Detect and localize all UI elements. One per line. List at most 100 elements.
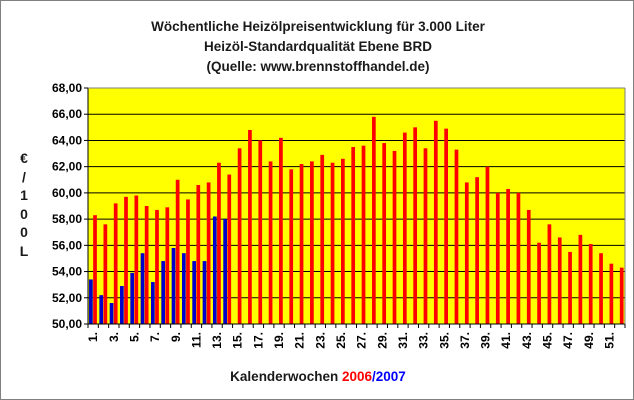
x-tick-label: 41. <box>499 332 513 349</box>
x-tick-label: 47. <box>561 332 575 349</box>
bar-2006 <box>341 158 345 324</box>
bar-2006 <box>547 224 552 324</box>
bar-2006 <box>475 177 479 324</box>
x-tick-label: 7. <box>148 332 162 342</box>
bar-2007 <box>89 279 93 324</box>
bar-2007 <box>223 219 228 324</box>
y-tick-label: 62,00 <box>52 160 82 174</box>
bar-2007 <box>212 216 217 324</box>
y-axis-label-char: 1 <box>20 187 28 203</box>
bar-2006 <box>392 150 397 324</box>
bar-2006 <box>423 148 428 324</box>
y-tick-label: 56,00 <box>52 238 82 252</box>
bar-2006 <box>268 161 273 324</box>
x-tick-label: 25. <box>334 332 348 349</box>
y-tick-label: 66,00 <box>52 107 82 121</box>
x-tick-label: 37. <box>458 332 472 349</box>
x-tick-label: 27. <box>355 332 369 349</box>
bar-2006 <box>144 206 149 324</box>
x-tick-label: 15. <box>231 332 245 349</box>
bar-2007 <box>161 261 166 324</box>
y-axis-label-char: / <box>22 168 26 185</box>
x-tick-label: 51. <box>603 332 617 349</box>
bar-2007 <box>192 261 197 324</box>
y-tick-label: 68,00 <box>52 81 82 95</box>
chart-title-line-2: Heizöl-Standardqualität Ebene BRD <box>203 39 433 54</box>
chart-title-line-3: (Quelle: www.brennstoffhandel.de) <box>206 59 430 74</box>
y-axis-label-char: € <box>20 150 28 166</box>
x-axis-label-year-2006: 2006 <box>341 369 372 384</box>
x-tick-label: 43. <box>520 332 534 349</box>
bar-2006 <box>134 195 139 324</box>
bar-2006 <box>485 166 490 324</box>
bar-2006 <box>433 120 438 325</box>
x-tick-label: 13. <box>210 332 224 349</box>
bar-2006 <box>206 182 211 324</box>
bar-2006 <box>526 209 531 324</box>
bar-2006 <box>310 161 314 324</box>
bar-2006 <box>279 137 283 324</box>
y-tick-label: 64,00 <box>52 133 82 147</box>
bar-2007 <box>130 272 135 324</box>
x-tick-labels: 1. 3. 5. 7. 9. 11. 13. 15. 17. 19. 21. 23. 25. 27. 29.… <box>86 332 616 349</box>
bar-2006 <box>196 185 201 324</box>
x-tick-label: 5. <box>127 332 141 342</box>
bar-2006 <box>155 209 159 324</box>
x-tick-label: 39. <box>479 332 493 349</box>
bar-2006 <box>351 147 356 324</box>
bar-2006 <box>413 127 418 324</box>
y-tick-label: 52,00 <box>52 291 82 305</box>
x-tick-label: 21. <box>293 332 307 349</box>
bar-2006 <box>464 182 469 324</box>
bar-2006 <box>237 148 242 324</box>
y-tick-label: 58,00 <box>52 212 82 226</box>
bar-2006 <box>599 253 603 324</box>
bar-2006 <box>495 192 500 324</box>
bar-2006 <box>217 162 221 324</box>
chart-title-line-1: Wöchentliche Heizölpreisentwicklung für … <box>151 19 485 34</box>
x-tick-label: 19. <box>272 332 286 349</box>
bar-2006 <box>165 207 170 324</box>
bar-2006 <box>103 224 108 324</box>
x-tick-label: 1. <box>86 332 100 342</box>
bar-2006 <box>361 145 366 324</box>
y-axis-label-char: 0 <box>20 205 28 222</box>
bar-2006 <box>93 215 97 324</box>
bar-2006 <box>227 174 232 324</box>
bar-2006 <box>258 140 263 324</box>
x-tick-label: 9. <box>169 332 183 342</box>
bar-2006 <box>175 179 180 324</box>
y-tick-label: 54,00 <box>52 265 82 279</box>
bar-2007 <box>150 282 155 324</box>
bar-2006 <box>299 164 304 324</box>
bar-2006 <box>186 199 190 324</box>
bar-2006 <box>588 244 593 324</box>
bar-2006 <box>537 242 541 324</box>
y-tick-labels: 50,00 52,00 54,00 56,00 58,00 60,00 62,00 64,00… <box>52 81 82 331</box>
x-axis-label-separator: / <box>372 369 376 384</box>
x-tick-label: 49. <box>582 332 596 349</box>
x-tick-label: 45. <box>541 332 555 349</box>
bar-2006 <box>578 234 583 324</box>
y-tick-label: 60,00 <box>52 186 82 200</box>
bar-2006 <box>609 263 614 324</box>
x-tick-label: 33. <box>417 332 431 349</box>
bar-2007 <box>99 295 104 324</box>
x-axis-label-year-2007: 2007 <box>375 369 406 384</box>
x-axis-label-prefix: Kalenderwochen <box>230 369 342 384</box>
y-tick-label: 50,00 <box>52 317 82 331</box>
bar-2006 <box>330 162 335 324</box>
y-axis-label: € / 1 0 0 L <box>17 149 31 260</box>
bar-2007 <box>109 303 114 324</box>
x-tick-label: 23. <box>313 332 327 349</box>
bar-2006 <box>568 251 572 324</box>
bar-2006 <box>516 192 521 324</box>
y-axis-label-char: L <box>19 242 29 259</box>
bar-2007 <box>140 253 145 324</box>
bar-2007 <box>202 261 207 324</box>
bar-2007 <box>171 247 176 324</box>
bar-2007 <box>120 285 124 324</box>
bar-2006 <box>124 196 128 324</box>
y-axis-label-char: 0 <box>20 224 28 240</box>
x-axis-label: Kalenderwochen 2006/2007 <box>1 369 633 384</box>
